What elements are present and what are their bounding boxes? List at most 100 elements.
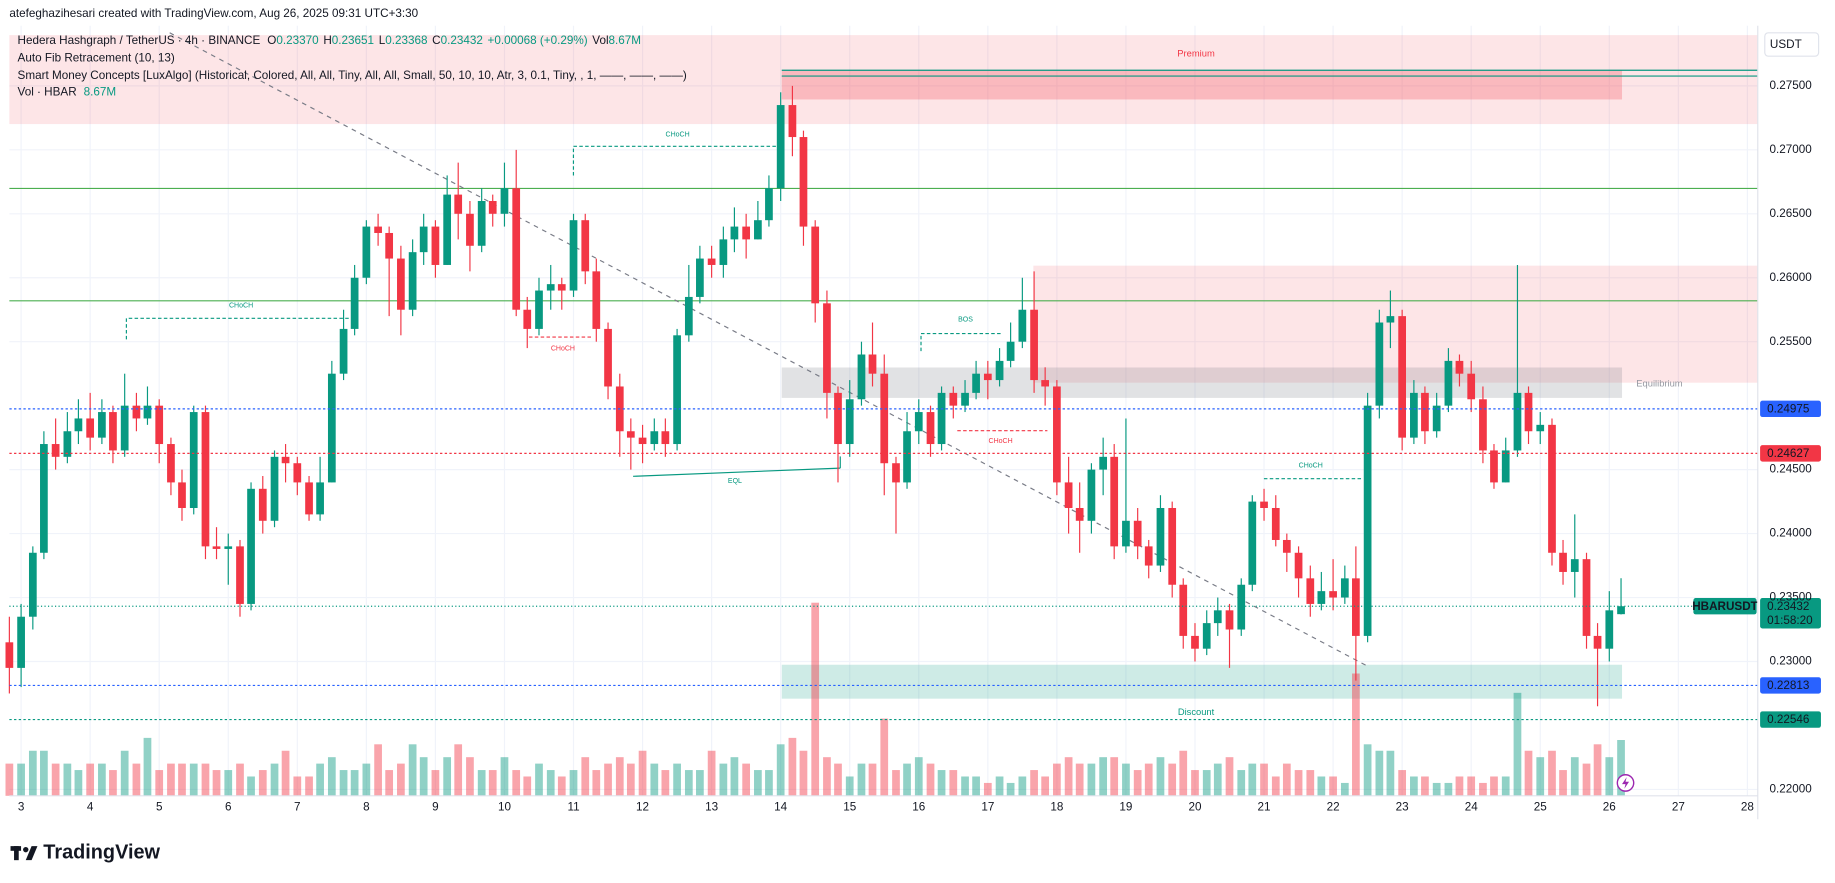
candle-body bbox=[1213, 610, 1222, 624]
volume-bar bbox=[1352, 673, 1360, 796]
x-tick-label: 8 bbox=[363, 801, 370, 814]
volume-bar bbox=[109, 770, 117, 796]
volume-bar bbox=[132, 763, 141, 796]
x-tick-label: 16 bbox=[912, 801, 925, 814]
equilibrium-zone bbox=[781, 367, 1623, 398]
volume-bar bbox=[1122, 763, 1130, 796]
volume-bar bbox=[397, 763, 405, 796]
y-tick-label: 0.22000 bbox=[1769, 783, 1812, 796]
volume-bar bbox=[1593, 744, 1602, 796]
candle-body bbox=[98, 412, 106, 438]
volume-bar bbox=[1513, 692, 1522, 796]
indicator: Auto Fib Retracement (10, 13) bbox=[18, 52, 175, 65]
volume-bar bbox=[1294, 770, 1303, 796]
candle-body bbox=[109, 412, 117, 451]
candle-body bbox=[604, 328, 612, 387]
candle-body bbox=[546, 284, 555, 291]
candle-body bbox=[1225, 610, 1234, 630]
candle-body bbox=[1006, 341, 1015, 361]
candle-body bbox=[1030, 309, 1038, 381]
currency-button[interactable] bbox=[1764, 32, 1820, 57]
volume-bar bbox=[431, 770, 440, 796]
indicator: Smart Money Concepts [LuxAlgo] (Historic… bbox=[18, 69, 687, 82]
candle-body bbox=[1501, 450, 1510, 483]
volume-bar bbox=[776, 744, 785, 796]
x-tick-label: 12 bbox=[636, 801, 649, 814]
y-tick-label: 0.26500 bbox=[1769, 207, 1812, 220]
volume bbox=[5, 602, 1625, 796]
candle-body bbox=[1524, 392, 1533, 432]
volume-bar bbox=[868, 763, 877, 796]
structure-label: CHoCH bbox=[551, 346, 575, 353]
volume-bar bbox=[1282, 763, 1291, 796]
vol-key: Vol bbox=[592, 34, 608, 47]
candle-body bbox=[1617, 606, 1625, 615]
candle-body bbox=[1041, 380, 1050, 387]
volume-bar bbox=[1490, 776, 1498, 796]
candle-body bbox=[454, 194, 463, 214]
candle-body bbox=[5, 642, 14, 668]
volume-bar bbox=[523, 776, 532, 796]
volume-bar bbox=[557, 776, 566, 796]
volume-bar bbox=[500, 757, 509, 796]
candle-body bbox=[650, 431, 659, 445]
candle-body bbox=[857, 354, 866, 400]
volume-bar bbox=[569, 770, 578, 796]
candle-body bbox=[247, 488, 255, 604]
volume-bar bbox=[1087, 763, 1096, 796]
volume-bar bbox=[823, 757, 831, 796]
candle-body bbox=[1122, 520, 1130, 547]
volume-bar bbox=[477, 770, 486, 796]
structure-label: CHoCH bbox=[666, 131, 690, 138]
candle-body bbox=[834, 392, 842, 445]
candle-body bbox=[983, 373, 992, 381]
volume-bar bbox=[247, 776, 255, 796]
legend-symbol: Hedera Hashgraph / TetherUS · 4h · BINAN… bbox=[18, 34, 641, 47]
volume-bar bbox=[788, 737, 797, 796]
volume-bar bbox=[74, 770, 83, 796]
volume-bar bbox=[201, 763, 210, 796]
symbol-label-bg bbox=[1693, 598, 1757, 615]
volume-bar bbox=[327, 757, 336, 796]
currency-label[interactable]: USDT bbox=[1770, 38, 1802, 51]
candle-body bbox=[1352, 578, 1360, 636]
volume-bar bbox=[28, 750, 37, 796]
candle-body bbox=[1260, 501, 1268, 508]
candle-body bbox=[1075, 507, 1084, 521]
x-tick-label: 18 bbox=[1050, 801, 1063, 814]
candle-body bbox=[903, 431, 911, 483]
volume-bar bbox=[754, 770, 762, 796]
candle-body bbox=[1559, 552, 1567, 572]
candle-body bbox=[51, 444, 60, 457]
candle-body bbox=[926, 412, 935, 445]
candle-body bbox=[868, 354, 877, 374]
discount-zone bbox=[781, 664, 1623, 699]
candle-body bbox=[488, 201, 497, 214]
volume-bar bbox=[1375, 750, 1384, 796]
y-tick-label: 0.27500 bbox=[1769, 79, 1812, 92]
bos-line bbox=[920, 332, 1001, 352]
candle-body bbox=[1421, 392, 1429, 432]
volume-bar bbox=[512, 770, 521, 796]
y-tick-label: 0.24500 bbox=[1769, 463, 1812, 476]
candle-body bbox=[281, 456, 290, 464]
candle-body bbox=[1410, 392, 1418, 438]
credit: atefeghazihesari created with TradingVie… bbox=[9, 7, 418, 20]
zone-label: Equilibrium bbox=[1636, 378, 1682, 388]
candle-body bbox=[626, 431, 635, 438]
volume-bar bbox=[673, 763, 681, 796]
x-tick-label: 4 bbox=[87, 801, 94, 814]
candle-body bbox=[949, 392, 958, 406]
zone-label: Discount bbox=[1178, 707, 1215, 717]
volume-bar bbox=[1260, 763, 1268, 796]
x-tick-label: 15 bbox=[843, 801, 857, 814]
volume-bar bbox=[120, 750, 129, 796]
volume-bar bbox=[236, 763, 244, 796]
candle-body bbox=[557, 284, 566, 291]
candle-body bbox=[327, 373, 336, 483]
x-tick-label: 6 bbox=[225, 801, 232, 814]
candle-body bbox=[1340, 578, 1349, 598]
volume-bar bbox=[1317, 776, 1326, 796]
volume-bar bbox=[581, 757, 590, 796]
eql-line bbox=[633, 467, 841, 477]
